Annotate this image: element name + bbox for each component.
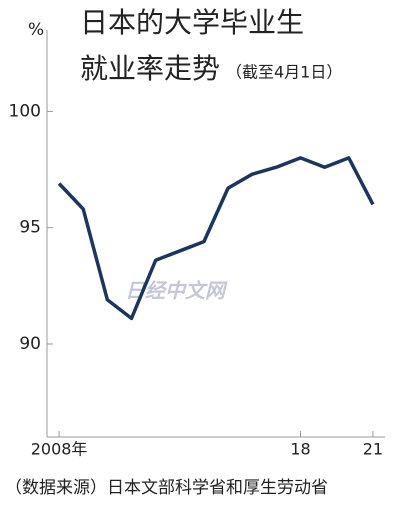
data-line bbox=[57, 156, 375, 321]
chart-subtitle: （截至4月1日） bbox=[226, 63, 342, 82]
x-tick-label: 2008年 bbox=[31, 440, 88, 459]
y-tick-label: 95 bbox=[19, 218, 41, 238]
y-tick-label: 100 bbox=[9, 101, 41, 121]
x-tick-label: 21 bbox=[363, 440, 383, 459]
y-tick-label: 90 bbox=[19, 334, 41, 354]
x-tick-label: 18 bbox=[290, 440, 310, 459]
chart-title: 就业率走势 bbox=[80, 52, 220, 85]
y-unit: % bbox=[28, 20, 44, 40]
source-note: （数据来源）日本文部科学省和厚生劳动省 bbox=[5, 478, 328, 498]
chart-title: 日本的大学毕业生 bbox=[80, 6, 304, 39]
